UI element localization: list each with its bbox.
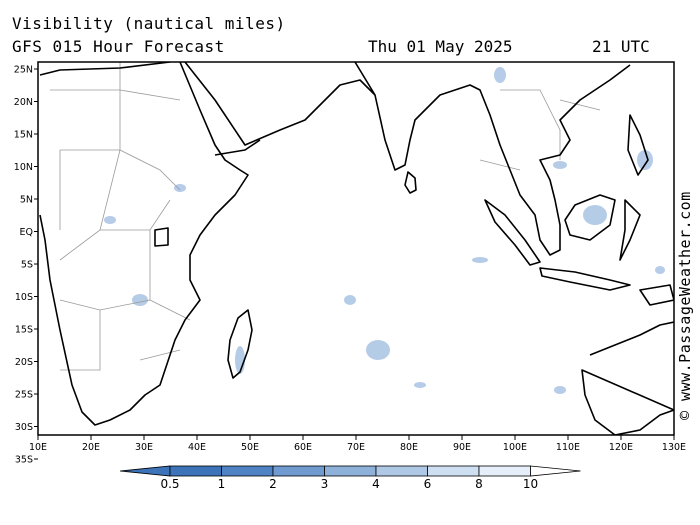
lat-label: 20S: [15, 357, 33, 368]
map-title: Visibility (nautical miles): [12, 14, 286, 33]
lat-label: EQ: [20, 227, 33, 238]
lon-label: 40E: [188, 442, 206, 453]
visibility-legend: 0.5 1 2 3 4 6 8 10: [119, 465, 581, 491]
legend-swatch: [169, 465, 222, 477]
lat-label: 15N: [14, 130, 33, 141]
forecast-date: Thu 01 May 2025: [368, 37, 513, 56]
lat-label: 25N: [14, 65, 33, 76]
lon-label: 60E: [294, 442, 312, 453]
lon-label: 20E: [82, 442, 100, 453]
visibility-shading: [104, 67, 665, 394]
lat-label: 10N: [14, 162, 33, 173]
longitude-axis: 10E 20E 30E 40E 50E 60E 70E 80E 90E 100E 110E 120E 1…: [29, 435, 686, 453]
latitude-axis: 25N 20N 15N 10N 5N EQ 5S 10S 15S 20S 25S 30S 35S: [14, 65, 38, 466]
lat-label: 25S: [15, 390, 33, 401]
map-frame: [37, 61, 675, 436]
legend-swatch: [375, 465, 428, 477]
country-borders: [50, 62, 601, 371]
lat-label: 30S: [15, 422, 33, 433]
lon-label: 70E: [347, 442, 365, 453]
lon-label: 100E: [503, 442, 527, 453]
legend-low-arrow: [119, 465, 171, 477]
lon-label: 30E: [135, 442, 153, 453]
lon-label: 130E: [662, 442, 686, 453]
legend-label: 2: [269, 477, 277, 491]
legend-swatch: [427, 465, 480, 477]
legend-swatch: [324, 465, 377, 477]
lat-label: 15S: [15, 325, 33, 336]
legend-label: 1: [218, 477, 226, 491]
legend-label: 4: [372, 477, 380, 491]
lon-label: 80E: [400, 442, 418, 453]
lon-label: 50E: [241, 442, 259, 453]
lon-label: 90E: [453, 442, 471, 453]
legend-label: 10: [523, 477, 538, 491]
lat-label: 5S: [21, 260, 33, 271]
lat-label: 5N: [20, 195, 33, 206]
legend-label: 3: [321, 477, 329, 491]
lat-label: 20N: [14, 97, 33, 108]
lon-label: 120E: [609, 442, 633, 453]
legend-swatch: [478, 465, 531, 477]
lon-label: 110E: [556, 442, 580, 453]
forecast-subtitle: GFS 015 Hour Forecast: [12, 37, 225, 56]
lon-label: 10E: [29, 442, 47, 453]
legend-label: 0.5: [160, 477, 179, 491]
coastlines: [39, 62, 674, 435]
legend-swatch: [221, 465, 274, 477]
legend-swatch: [272, 465, 325, 477]
legend-high-arrow: [530, 465, 581, 477]
legend-label: 6: [424, 477, 432, 491]
forecast-time: 21 UTC: [592, 37, 650, 56]
lat-label: 10S: [15, 292, 33, 303]
legend-label: 8: [475, 477, 483, 491]
lat-label: 35S: [15, 455, 33, 466]
